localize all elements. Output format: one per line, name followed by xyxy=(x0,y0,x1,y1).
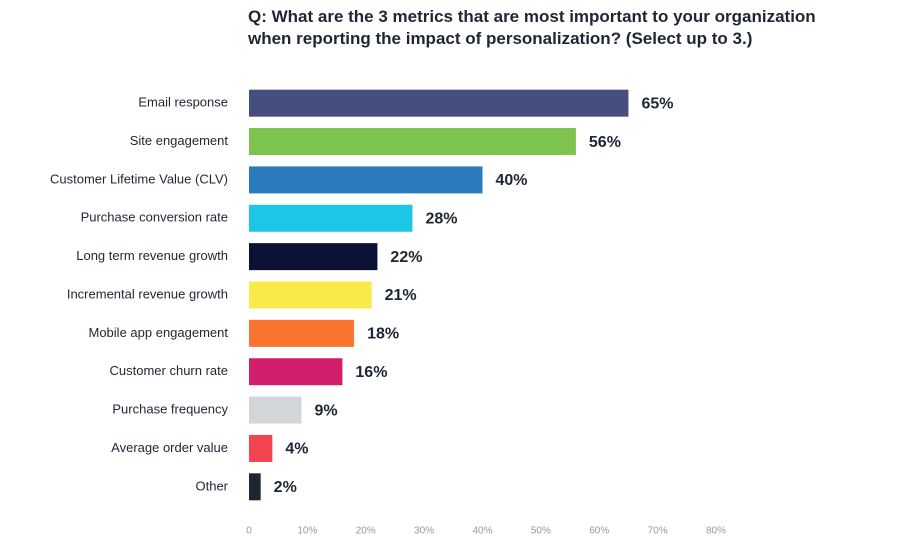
value-label: 4% xyxy=(285,441,308,458)
value-label: 16% xyxy=(355,364,387,381)
bar xyxy=(249,89,629,117)
x-tick-label: 50% xyxy=(531,526,551,537)
x-tick-label: 70% xyxy=(648,526,668,537)
category-label: Customer churn rate xyxy=(110,363,229,378)
category-label: Email response xyxy=(138,95,228,110)
bar xyxy=(249,281,372,309)
x-tick-label: 0 xyxy=(246,526,252,537)
category-label: Long term revenue growth xyxy=(76,248,228,263)
x-tick-label: 20% xyxy=(356,526,376,537)
x-tick-label: 40% xyxy=(472,526,492,537)
x-tick-label: 10% xyxy=(297,526,317,537)
category-label: Average order value xyxy=(111,440,228,455)
bar xyxy=(249,243,378,271)
bar xyxy=(249,319,355,347)
bar xyxy=(249,358,343,386)
category-label: Purchase conversion rate xyxy=(81,210,228,225)
bar xyxy=(249,128,576,156)
bar xyxy=(249,396,302,424)
value-label: 18% xyxy=(367,326,399,343)
value-label: 2% xyxy=(274,479,297,496)
value-label: 22% xyxy=(390,249,422,266)
bar xyxy=(249,204,413,232)
value-label: 65% xyxy=(641,95,673,112)
x-tick-label: 30% xyxy=(414,526,434,537)
category-label: Incremental revenue growth xyxy=(67,286,228,301)
category-label: Customer Lifetime Value (CLV) xyxy=(50,171,228,186)
chart-title: Q: What are the 3 metrics that are most … xyxy=(248,7,816,48)
category-label: Mobile app engagement xyxy=(89,325,229,340)
category-label: Purchase frequency xyxy=(112,402,228,417)
x-tick-label: 80% xyxy=(706,526,726,537)
x-tick-label: 60% xyxy=(589,526,609,537)
bar xyxy=(249,166,483,194)
value-label: 40% xyxy=(496,172,528,189)
category-label: Site engagement xyxy=(130,133,229,148)
value-label: 21% xyxy=(385,287,417,304)
value-label: 28% xyxy=(425,210,457,227)
value-label: 9% xyxy=(315,402,338,419)
bar xyxy=(249,434,273,462)
category-label: Other xyxy=(195,478,228,493)
value-label: 56% xyxy=(589,134,621,151)
bar xyxy=(249,473,261,501)
